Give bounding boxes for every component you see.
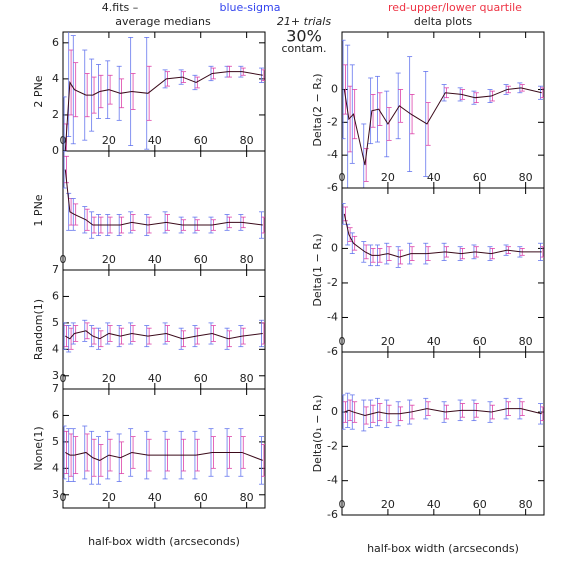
contam-label: contam.	[281, 42, 326, 55]
y-tick-label: -6	[327, 508, 338, 521]
x-tick-label: 20	[102, 253, 116, 266]
x-tick-label: 20	[381, 171, 395, 184]
x-tick-label: 40	[148, 372, 162, 385]
x-tick-label: 60	[194, 253, 208, 266]
y-tick-label: 6	[52, 36, 59, 49]
panel-frame	[62, 31, 266, 152]
x-axis-label: half-box width (arcseconds)	[88, 535, 240, 548]
y-tick-label: 4	[52, 342, 59, 355]
y-axis-label: None(1)	[32, 426, 45, 470]
trials-label: 21+ trials	[277, 15, 331, 28]
y-axis-label: Delta(1 − R₁)	[311, 233, 324, 306]
y-tick-label: 7	[52, 263, 59, 276]
x-tick-label: 60	[194, 491, 208, 504]
x-tick-label: 60	[473, 498, 487, 511]
x-tick-label: 40	[148, 134, 162, 147]
x-tick-label: 0	[60, 134, 67, 147]
x-tick-label: 20	[381, 498, 395, 511]
y-axis-label: Delta(2 − R₂)	[311, 73, 324, 146]
x-tick-label: 40	[427, 335, 441, 348]
y-tick-label: 0	[331, 82, 338, 95]
x-tick-label: 40	[148, 253, 162, 266]
x-tick-label: 0	[60, 253, 67, 266]
y-tick-label: -2	[327, 276, 338, 289]
left-title: average medians	[115, 15, 211, 28]
x-tick-label: 80	[519, 335, 533, 348]
panel-frame	[341, 351, 545, 516]
y-tick-label: -2	[327, 439, 338, 452]
y-tick-label: -4	[327, 474, 338, 487]
x-tick-label: 20	[102, 372, 116, 385]
y-tick-label: 0	[331, 241, 338, 254]
file-label: 4.fits –	[102, 1, 138, 14]
y-tick-label: 6	[52, 408, 59, 421]
median-line	[343, 87, 542, 166]
x-tick-label: 40	[427, 498, 441, 511]
y-tick-label: 5	[52, 316, 59, 329]
median-line	[64, 169, 263, 226]
x-tick-label: 20	[381, 335, 395, 348]
x-tick-label: 20	[102, 491, 116, 504]
panel-frame	[341, 31, 545, 189]
x-tick-label: 40	[148, 491, 162, 504]
median-line	[65, 451, 263, 461]
panel-frame	[341, 187, 545, 353]
y-tick-label: -6	[327, 181, 338, 194]
y-tick-label: 4	[52, 461, 59, 474]
y-tick-label: -2	[327, 115, 338, 128]
y-tick-label: 6	[52, 289, 59, 302]
y-tick-label: -4	[327, 148, 338, 161]
x-axis-label: half-box width (arcseconds)	[367, 542, 519, 555]
panel-frame	[62, 269, 266, 390]
x-tick-label: 80	[240, 253, 254, 266]
x-tick-label: 60	[194, 134, 208, 147]
x-tick-label: 80	[240, 491, 254, 504]
median-line	[64, 71, 263, 151]
x-tick-label: 20	[102, 134, 116, 147]
y-tick-label: 4	[52, 72, 59, 85]
x-tick-label: 80	[519, 498, 533, 511]
sigma-note: blue-sigma	[220, 1, 281, 14]
y-tick-label: 3	[52, 369, 59, 382]
y-tick-label: 5	[52, 435, 59, 448]
y-axis-label: Delta(0₁ − R₁)	[311, 395, 324, 473]
x-tick-label: 80	[240, 372, 254, 385]
y-tick-label: 0	[331, 405, 338, 418]
x-tick-label: 0	[60, 491, 67, 504]
median-line	[65, 330, 263, 340]
median-line	[343, 213, 542, 258]
x-tick-label: 60	[473, 335, 487, 348]
panel-frame	[62, 150, 266, 271]
y-axis-label: 2 PNe	[32, 75, 45, 107]
y-axis-label: Random(1)	[32, 299, 45, 360]
y-axis-label: 1 PNe	[32, 194, 45, 226]
panel-frame	[62, 388, 266, 509]
x-tick-label: 80	[519, 171, 533, 184]
x-tick-label: 80	[240, 134, 254, 147]
x-tick-label: 0	[339, 171, 346, 184]
x-tick-label: 60	[473, 171, 487, 184]
y-tick-label: 2	[52, 108, 59, 121]
median-line	[344, 408, 542, 417]
x-tick-label: 0	[339, 498, 346, 511]
x-tick-label: 0	[60, 372, 67, 385]
x-tick-label: 60	[194, 372, 208, 385]
x-tick-label: 40	[427, 171, 441, 184]
y-tick-label: 3	[52, 488, 59, 501]
y-tick-label: 0	[52, 144, 59, 157]
quartile-note: red-upper/lower quartile	[388, 1, 522, 14]
x-tick-label: 0	[339, 335, 346, 348]
y-tick-label: -6	[327, 345, 338, 358]
contam-percent: 30%	[286, 27, 322, 46]
right-title: delta plots	[414, 15, 472, 28]
y-tick-label: -4	[327, 310, 338, 323]
y-tick-label: 7	[52, 382, 59, 395]
